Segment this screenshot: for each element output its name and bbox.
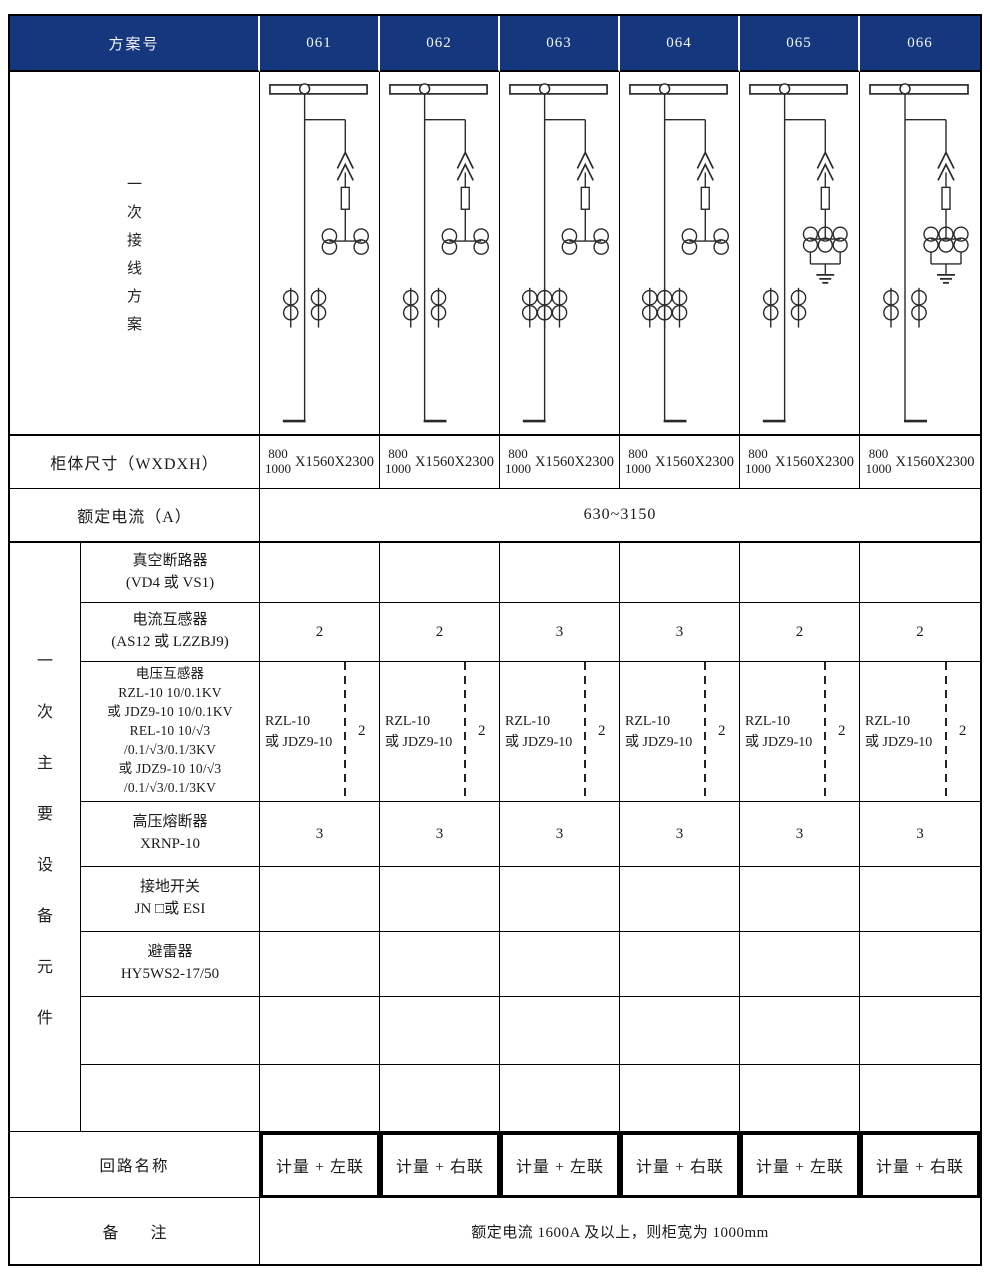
rated-current-label: 额定电流（A） xyxy=(10,489,260,543)
breaker-qty-064 xyxy=(620,543,740,603)
pt-qty-064: 2 xyxy=(717,723,726,739)
wiring-diagram-066 xyxy=(860,72,980,436)
wiring-diagram-064 xyxy=(620,72,740,436)
arrester-qty-066 xyxy=(860,932,980,997)
earth-switch-qty-063 xyxy=(500,867,620,932)
pt-qty-065: 2 xyxy=(837,723,846,739)
cabinet-size-063: 800 1000 X1560X2300 xyxy=(500,436,620,489)
arrester-qty-065 xyxy=(740,932,860,997)
cabinet-size-065: 800 1000 X1560X2300 xyxy=(740,436,860,489)
scheme-number-label: 方案号 xyxy=(10,16,260,72)
pt-model-062: RZL-10 或 JDZ9-10 2 xyxy=(380,662,500,802)
ct-qty-066: 2 xyxy=(860,603,980,662)
dashed-divider xyxy=(464,662,467,801)
equipment-name-pt: 电压互感器 RZL-10 10/0.1KV 或 JDZ9-10 10/0.1KV… xyxy=(81,662,260,802)
ct-qty-063: 3 xyxy=(500,603,620,662)
dashed-divider xyxy=(344,662,347,801)
scheme-header-064: 064 xyxy=(620,16,740,72)
equipment-name-arrester: 避雷器 HY5WS2-17/50 xyxy=(81,932,260,997)
cabinet-size-064: 800 1000 X1560X2300 xyxy=(620,436,740,489)
cabinet-depth-height: X1560X2300 xyxy=(295,453,374,470)
equipment-name-earth-switch: 接地开关 JN □或 ESI xyxy=(81,867,260,932)
cabinet-width-fraction: 800 1000 xyxy=(265,446,292,476)
pt-model-063: RZL-10 或 JDZ9-10 2 xyxy=(500,662,620,802)
ct-qty-062: 2 xyxy=(380,603,500,662)
circuit-name-063: 计量 + 左联 xyxy=(500,1132,620,1198)
equipment-name-fuse: 高压熔断器 XRNP-10 xyxy=(81,802,260,867)
arrester-qty-062 xyxy=(380,932,500,997)
pt-qty-062: 2 xyxy=(477,723,486,739)
fuse-qty-061: 3 xyxy=(260,802,380,867)
circuit-name-066: 计量 + 右联 xyxy=(860,1132,980,1198)
earth-switch-qty-065 xyxy=(740,867,860,932)
remark-value: 额定电流 1600A 及以上，则柜宽为 1000mm xyxy=(471,1224,769,1241)
cabinet-size-061: 800 1000 X1560X2300 xyxy=(260,436,380,489)
pt-model-061: RZL-10 或 JDZ9-10 2 xyxy=(260,662,380,802)
breaker-qty-066 xyxy=(860,543,980,603)
ct-qty-061: 2 xyxy=(260,603,380,662)
earth-switch-qty-066 xyxy=(860,867,980,932)
wiring-diagram-061 xyxy=(260,72,380,436)
ct-qty-064: 3 xyxy=(620,603,740,662)
cabinet-size-label: 柜体尺寸（WXDXH） xyxy=(10,436,260,489)
earth-switch-qty-064 xyxy=(620,867,740,932)
equipment-name-empty-1 xyxy=(81,997,260,1065)
scheme-header-065: 065 xyxy=(740,16,860,72)
cabinet-size-062: 800 1000 X1560X2300 xyxy=(380,436,500,489)
circuit-name-064: 计量 + 右联 xyxy=(620,1132,740,1198)
fuse-qty-064: 3 xyxy=(620,802,740,867)
equipment-section-label: 一次主要设备元件 xyxy=(10,543,81,1132)
breaker-qty-062 xyxy=(380,543,500,603)
scheme-header-063: 063 xyxy=(500,16,620,72)
circuit-name-label: 回路名称 xyxy=(10,1132,260,1198)
breaker-qty-061 xyxy=(260,543,380,603)
fuse-qty-062: 3 xyxy=(380,802,500,867)
pt-qty-061: 2 xyxy=(357,723,366,739)
dashed-divider xyxy=(704,662,707,801)
earth-switch-qty-062 xyxy=(380,867,500,932)
breaker-qty-063 xyxy=(500,543,620,603)
scheme-header-066: 066 xyxy=(860,16,980,72)
pt-model-064: RZL-10 或 JDZ9-10 2 xyxy=(620,662,740,802)
fuse-qty-066: 3 xyxy=(860,802,980,867)
equipment-name-breaker: 真空断路器 (VD4 或 VS1) xyxy=(81,543,260,603)
equipment-name-ct: 电流互感器 (AS12 或 LZZBJ9) xyxy=(81,603,260,662)
dashed-divider xyxy=(945,662,948,801)
scheme-header-061: 061 xyxy=(260,16,380,72)
arrester-qty-061 xyxy=(260,932,380,997)
scheme-header-062: 062 xyxy=(380,16,500,72)
dashed-divider xyxy=(824,662,827,801)
pt-model-066: RZL-10 或 JDZ9-10 2 xyxy=(860,662,980,802)
wiring-diagram-065 xyxy=(740,72,860,436)
circuit-name-062: 计量 + 右联 xyxy=(380,1132,500,1198)
wiring-diagram-062 xyxy=(380,72,500,436)
rated-current-value: 630~3150 xyxy=(260,489,980,543)
earth-switch-qty-061 xyxy=(260,867,380,932)
pt-qty-063: 2 xyxy=(597,723,606,739)
dashed-divider xyxy=(584,662,587,801)
fuse-qty-063: 3 xyxy=(500,802,620,867)
cabinet-size-066: 800 1000 X1560X2300 xyxy=(860,436,980,489)
remark-label: 备 注 xyxy=(10,1198,260,1264)
wiring-diagram-063 xyxy=(500,72,620,436)
scheme-table: 方案号 061 062 063 064 065 066 一次接线方案 柜体尺寸（… xyxy=(8,14,982,1266)
pt-model-065: RZL-10 或 JDZ9-10 2 xyxy=(740,662,860,802)
fuse-qty-065: 3 xyxy=(740,802,860,867)
circuit-name-061: 计量 + 左联 xyxy=(260,1132,380,1198)
pt-qty-066: 2 xyxy=(958,723,967,739)
equipment-name-empty-2 xyxy=(81,1065,260,1132)
wiring-scheme-label: 一次接线方案 xyxy=(10,72,260,436)
circuit-name-065: 计量 + 左联 xyxy=(740,1132,860,1198)
arrester-qty-063 xyxy=(500,932,620,997)
breaker-qty-065 xyxy=(740,543,860,603)
arrester-qty-064 xyxy=(620,932,740,997)
ct-qty-065: 2 xyxy=(740,603,860,662)
